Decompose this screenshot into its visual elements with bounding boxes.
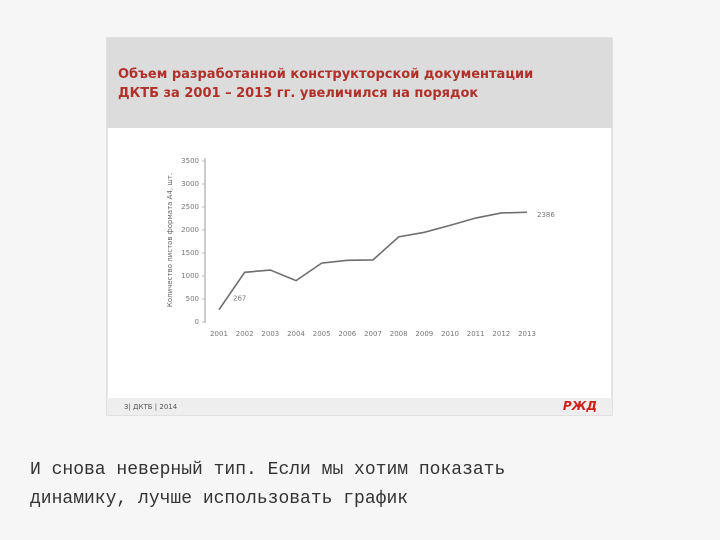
x-tick-label: 2009 [415, 330, 433, 338]
y-tick-label: 3500 [181, 157, 199, 165]
x-tick-label: 2001 [210, 330, 228, 338]
caption: динамику, лучше использовать график [30, 489, 408, 509]
data-line [218, 211, 528, 311]
x-tick-label: 2003 [261, 330, 279, 338]
y-tick-label: 1500 [181, 249, 199, 257]
x-tick-label: 2007 [364, 330, 382, 338]
logo: РЖД [563, 399, 597, 413]
y-tick-label: 2000 [181, 226, 199, 234]
x-tick-label: 2004 [287, 330, 305, 338]
slide-title: Объем разработанной конструкторской доку… [118, 67, 533, 82]
y-tick-label: 0 [195, 318, 199, 326]
x-tick-label: 2008 [390, 330, 408, 338]
slide-footer [107, 398, 612, 415]
y-tick-label: 3000 [181, 180, 199, 188]
x-tick-label: 2002 [236, 330, 254, 338]
x-tick-label: 2013 [518, 330, 536, 338]
x-tick-label: 2011 [467, 330, 485, 338]
footer-text: 3| ДКТБ | 2014 [124, 403, 178, 411]
slide-header [107, 38, 612, 128]
x-tick-label: 2005 [313, 330, 331, 338]
y-axis-label: Количество листов формата А4, шт. [166, 173, 174, 307]
y-tick-label: 2500 [181, 203, 199, 211]
data-label: 2386 [537, 211, 555, 219]
caption: И снова неверный тип. Если мы хотим пока… [30, 460, 505, 480]
y-tick-label: 1000 [181, 272, 199, 280]
data-label: 267 [233, 295, 246, 303]
x-tick-label: 2010 [441, 330, 459, 338]
y-tick-label: 500 [186, 295, 199, 303]
slide-title: ДКТБ за 2001 – 2013 гг. увеличился на по… [118, 86, 478, 101]
x-tick-label: 2006 [338, 330, 356, 338]
x-tick-label: 2012 [492, 330, 510, 338]
